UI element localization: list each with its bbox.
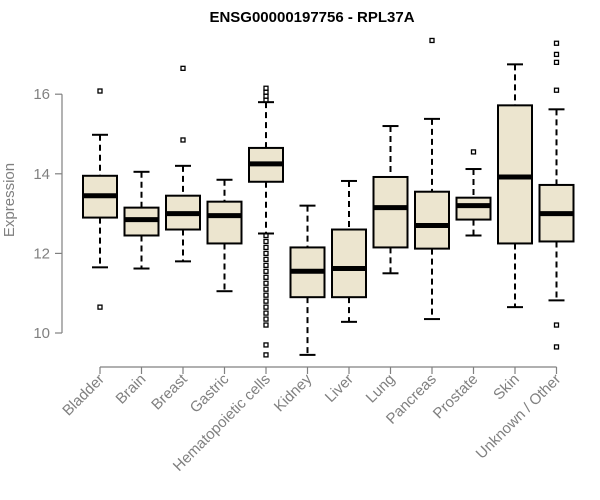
box-bladder (82, 88, 118, 310)
iqr-box (331, 228, 367, 299)
box-kidney (289, 204, 326, 356)
outlier-point (263, 316, 269, 322)
outlier-point (263, 280, 269, 286)
outlier-point (97, 88, 103, 94)
y-axis-label: Expression (1, 163, 18, 237)
outlier-point (553, 40, 560, 46)
outlier-point (263, 250, 269, 257)
y-tick-label: 10 (33, 325, 50, 342)
x-tick-label: Kidney (271, 370, 316, 415)
iqr-box (497, 104, 533, 245)
outlier-point (263, 244, 269, 251)
outlier-point (553, 87, 560, 93)
y-tick-label: 14 (33, 166, 50, 183)
iqr-box (414, 190, 450, 250)
outlier-point (263, 310, 269, 316)
box-prostate (455, 149, 492, 237)
box-pancreas (414, 37, 450, 321)
x-tick-label: Bladder (59, 371, 108, 420)
outlier-point (97, 304, 103, 310)
outlier-point (263, 292, 269, 298)
x-tick-label: Lung (363, 371, 399, 407)
outlier-point (263, 274, 269, 280)
box-gastric (206, 178, 243, 293)
outlier-point (263, 97, 269, 103)
outlier-point (180, 137, 186, 143)
outlier-point (263, 298, 269, 304)
box-hematopoietic-cells (248, 85, 284, 358)
box-brain (123, 170, 160, 270)
iqr-box (455, 196, 492, 221)
x-tick-label: Breast (148, 370, 191, 413)
x-tick-label: Skin (490, 371, 523, 404)
outlier-point (263, 262, 269, 268)
outlier-point (263, 352, 269, 358)
outlier-point (553, 322, 560, 328)
x-tick-label: Prostate (430, 371, 482, 423)
box-lung (372, 125, 409, 275)
box-unknown-other (538, 40, 575, 350)
outlier-point (553, 59, 560, 66)
box-breast (165, 65, 201, 263)
outlier-point (553, 51, 560, 58)
outlier-point (263, 322, 269, 328)
chart-title: ENSG00000197756 - RPL37A (209, 9, 414, 26)
outlier-point (180, 65, 186, 71)
outlier-point (263, 256, 269, 263)
outlier-point (429, 37, 435, 44)
x-tick-label: Brain (113, 371, 150, 408)
outlier-point (553, 344, 560, 350)
outlier-point (263, 342, 269, 348)
outlier-point (263, 268, 269, 274)
box-skin (497, 63, 533, 309)
outlier-point (263, 238, 269, 245)
boxes-group (82, 37, 575, 358)
outlier-point (263, 286, 269, 292)
y-axis: 10 12 14 16 (33, 86, 63, 342)
x-tick-label: Liver (322, 371, 357, 406)
box-liver (331, 179, 367, 323)
outlier-point (470, 149, 477, 155)
iqr-box (372, 175, 409, 249)
y-tick-label: 16 (33, 86, 50, 103)
y-tick-label: 12 (33, 245, 50, 262)
iqr-box (206, 200, 243, 245)
outlier-point (263, 304, 269, 310)
outlier-point (263, 232, 269, 239)
